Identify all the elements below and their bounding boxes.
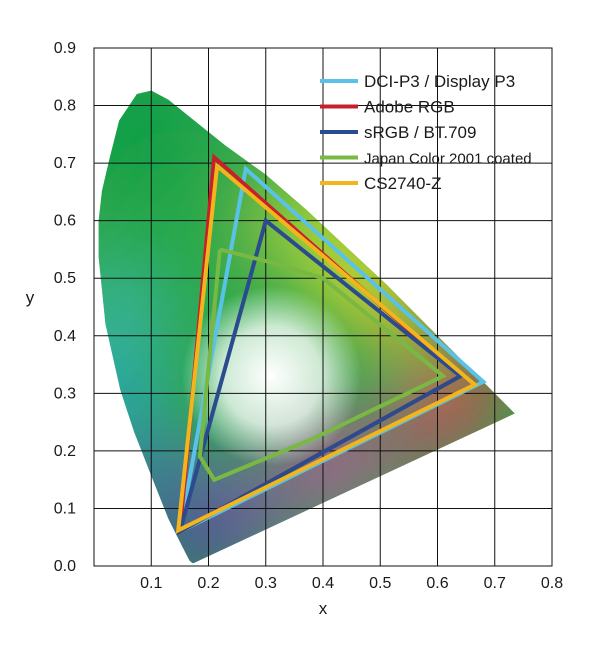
locus-color-blob (390, 391, 463, 464)
legend: DCI-P3 / Display P3 Adobe RGB sRGB / BT.70… (320, 72, 532, 193)
x-tick-label: 0.4 (312, 575, 334, 592)
plot-frame (93, 47, 553, 567)
y-tick-label: 0.5 (54, 270, 76, 287)
legend-label: DCI-P3 / Display P3 (364, 72, 515, 91)
gamut-srgb-bt-709 (176, 217, 464, 536)
white-point-glow (181, 286, 362, 467)
y-tick-label: 0.6 (54, 213, 76, 230)
x-tick-label: 0.6 (426, 575, 448, 592)
y-tick-label: 0.0 (54, 558, 76, 575)
gamut-triangles (175, 153, 487, 536)
x-tick-label: 0.3 (255, 575, 277, 592)
x-tick-label: 0.2 (197, 575, 219, 592)
y-tick-label: 0.8 (54, 98, 76, 115)
x-tick-label: 0.5 (369, 575, 391, 592)
legend-label: Japan Color 2001 coated (364, 151, 532, 168)
locus-color-blob (98, 272, 152, 353)
legend-label: CS2740-Z (364, 174, 441, 193)
y-tick-label: 0.7 (54, 155, 76, 172)
x-tick-label: 0.1 (140, 575, 162, 592)
locus-color-blob (115, 162, 256, 303)
x-tick-label: 0.7 (484, 575, 506, 592)
axes: 0.1 0.2 0.3 0.4 0.5 0.6 0.7 0.8 0.0 0.1 0.2 0.3 0.4 0… (26, 40, 563, 618)
x-tick-label: 0.8 (541, 575, 563, 592)
y-tick-label: 0.3 (54, 385, 76, 402)
y-axis-title: y (26, 288, 35, 307)
x-axis-title: x (319, 599, 328, 618)
y-tick-label: 0.9 (54, 40, 76, 57)
y-tick-label: 0.4 (54, 328, 76, 345)
y-tick-label: 0.1 (54, 500, 76, 517)
legend-label: sRGB / BT.709 (364, 123, 476, 142)
gamut-japan-color-2001-coated (197, 247, 447, 483)
legend-label: Adobe RGB (364, 98, 455, 117)
gamut-cs2740-z (175, 162, 479, 534)
y-tick-label: 0.2 (54, 443, 76, 460)
